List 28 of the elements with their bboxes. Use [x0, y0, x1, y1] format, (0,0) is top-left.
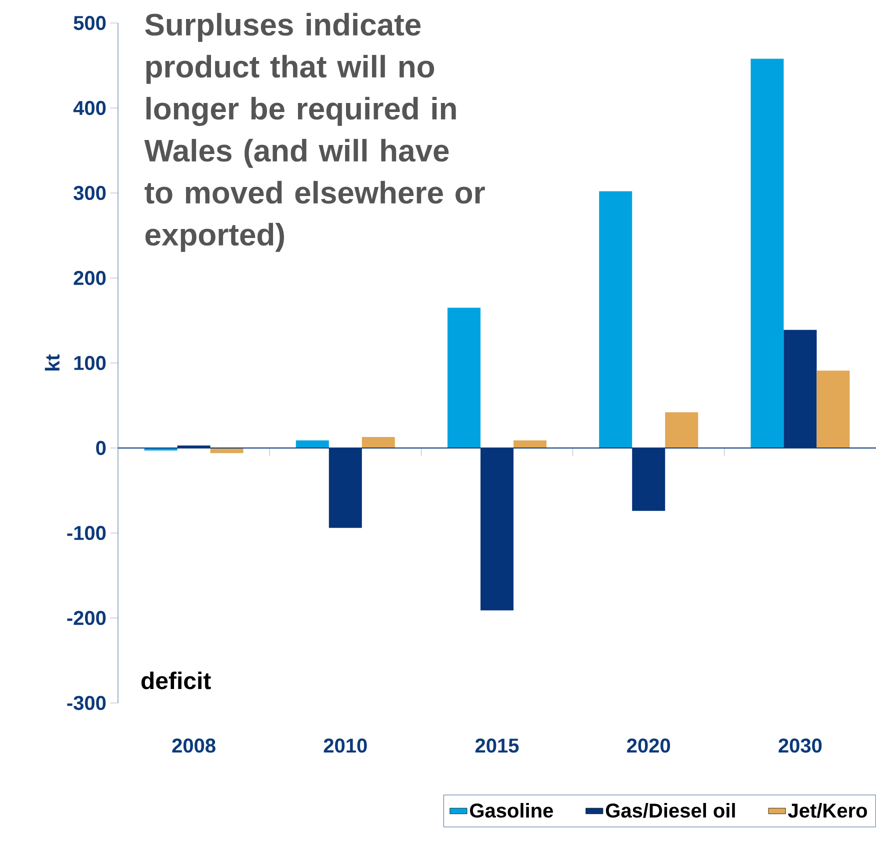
- bar: [514, 440, 546, 448]
- x-tick-label: 2010: [324, 738, 367, 753]
- y-tick-label: 500: [74, 16, 106, 30]
- bar: [665, 412, 698, 448]
- bar: [750, 58, 784, 448]
- bar: [362, 436, 395, 448]
- annotation: Surpluses indicate product that will no longer be required in Wales (and will have to moved elsewhere or exported): [144, 12, 485, 252]
- bar: [296, 440, 329, 448]
- legend-label: Gasoline: [470, 802, 553, 818]
- y-axis-title: kt: [44, 354, 60, 370]
- y-tick-label: 200: [74, 270, 106, 286]
- legend-label: Gas/Diesel oil: [606, 802, 735, 818]
- y-tick-label: -300: [67, 696, 106, 710]
- y-tick-label: -100: [67, 526, 106, 540]
- annotation: deficit: [141, 672, 211, 690]
- bar: [816, 370, 850, 448]
- y-tick-label: 300: [74, 186, 106, 200]
- bar: [599, 191, 632, 448]
- x-tick-label: 2008: [172, 738, 216, 753]
- x-tick-label: 2030: [778, 738, 822, 753]
- y-tick-label: 0: [96, 440, 106, 456]
- x-tick-label: 2020: [627, 738, 670, 753]
- x-tick-label: 2015: [475, 738, 519, 753]
- legend-label: Jet/Kero: [788, 802, 867, 818]
- bar: [448, 308, 480, 448]
- y-tick-label: 100: [74, 356, 106, 370]
- y-tick-label: 400: [73, 100, 106, 116]
- y-tick-label: -200: [67, 610, 106, 626]
